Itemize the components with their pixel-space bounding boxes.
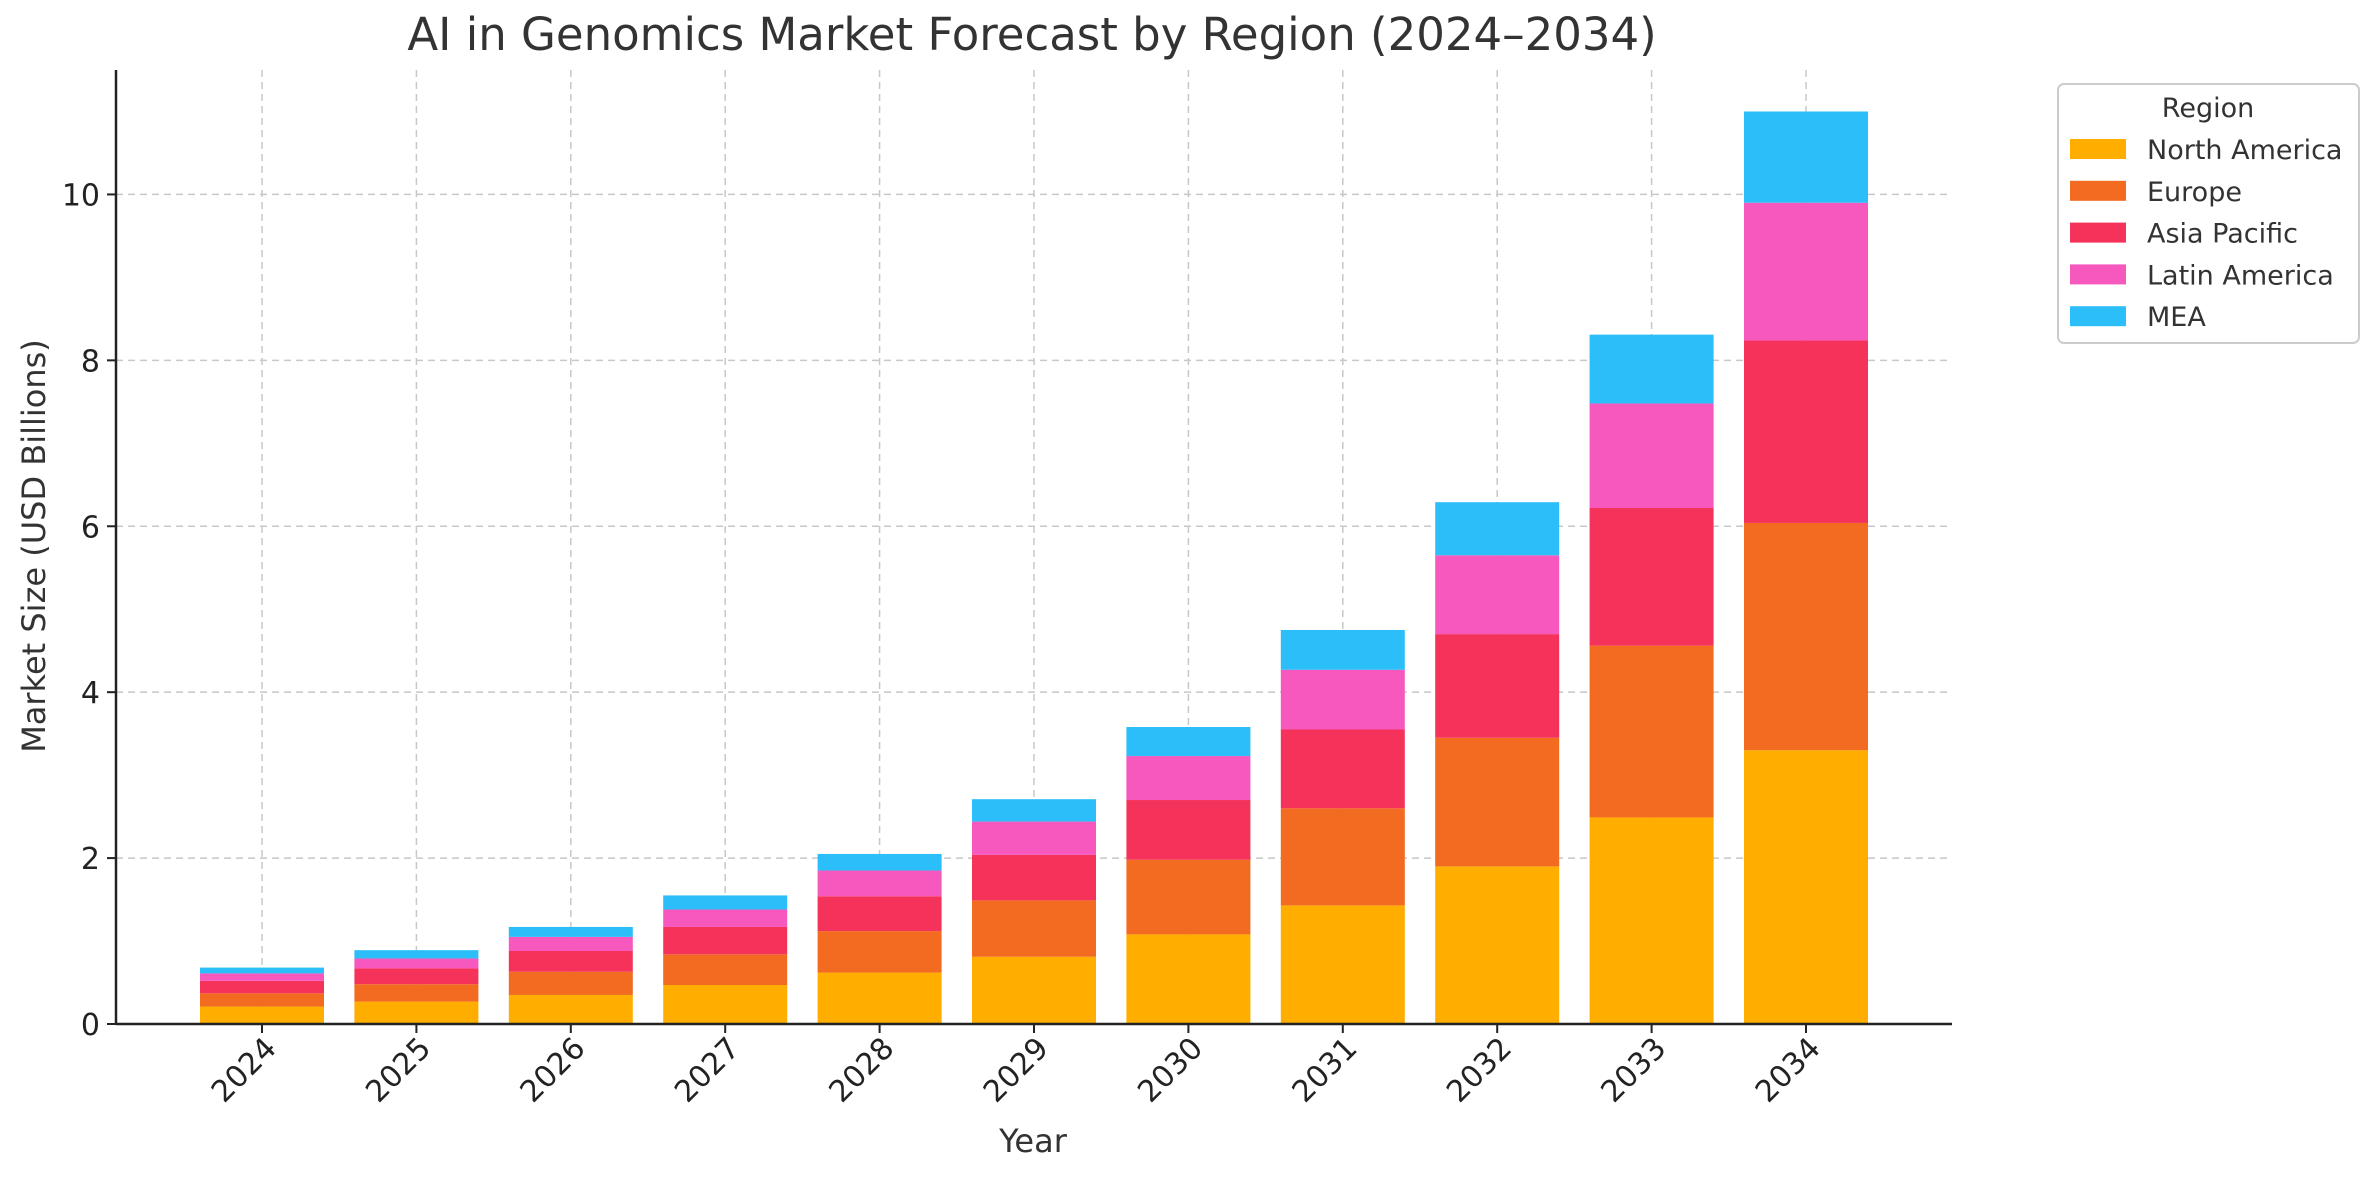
bar-asia-pacific-2034	[1744, 340, 1868, 523]
legend-items: North America Europe Asia Pacific Latin Ame…	[2070, 135, 2342, 333]
bar-asia-pacific-2027	[663, 926, 788, 955]
bar-latin-america-2033	[1589, 403, 1714, 509]
bar-mea-2032	[1435, 502, 1560, 556]
bar-europe-2030	[1126, 859, 1251, 935]
bar-north-america-2026	[508, 994, 633, 1024]
bar-north-america-2033	[1589, 817, 1714, 1024]
bar-europe-2025	[354, 984, 479, 1002]
bar-mea-2028	[817, 853, 942, 871]
x-tick-label: 2034	[1749, 1031, 1828, 1110]
bar-asia-pacific-2025	[354, 968, 479, 985]
legend-label-asia-pacific: Asia Pacific	[2147, 219, 2298, 250]
bar-asia-pacific-2028	[817, 896, 942, 932]
bar-north-america-2030	[1126, 934, 1251, 1024]
bar-latin-america-2034	[1744, 202, 1868, 341]
x-tick-label: 2031	[1286, 1031, 1365, 1110]
x-axis-label: Year	[998, 1122, 1068, 1160]
bar-latin-america-2029	[972, 821, 1096, 855]
bar-mea-2029	[972, 799, 1096, 822]
legend-swatch-north-america	[2070, 139, 2126, 159]
bar-mea-2025	[354, 950, 479, 959]
legend-label-mea: MEA	[2147, 302, 2206, 333]
legend-swatch-asia-pacific	[2070, 222, 2126, 243]
x-tick-label: 2027	[668, 1031, 747, 1110]
legend-swatch-europe	[2070, 180, 2126, 201]
chart-title: AI in Genomics Market Forecast by Region…	[407, 8, 1656, 61]
bar-europe-2029	[972, 900, 1096, 957]
bar-mea-2030	[1126, 727, 1251, 757]
y-tick-label: 0	[81, 1008, 100, 1043]
x-tick-label: 2032	[1440, 1031, 1519, 1110]
bar-europe-2032	[1435, 737, 1560, 867]
bar-mea-2031	[1280, 629, 1405, 670]
bars	[200, 111, 1868, 1024]
ticks: 0 2 4 6 8 10 2024 2025 2026 2027 2028 2029 2030 2031 2…	[62, 178, 1828, 1109]
bar-mea-2033	[1589, 334, 1714, 404]
bar-north-america-2029	[972, 956, 1096, 1024]
bar-europe-2026	[508, 971, 633, 995]
bar-mea-2027	[663, 895, 788, 910]
bar-europe-2033	[1589, 645, 1714, 818]
bar-asia-pacific-2030	[1126, 800, 1251, 860]
bar-north-america-2034	[1744, 750, 1868, 1024]
bar-asia-pacific-2032	[1435, 634, 1560, 738]
bar-asia-pacific-2024	[200, 980, 324, 994]
legend-box	[2057, 83, 2360, 344]
legend-swatch-mea	[2070, 306, 2126, 327]
legend-label-north-america: North America	[2147, 135, 2342, 166]
x-tick-label: 2025	[359, 1031, 438, 1110]
x-tick-label: 2030	[1131, 1031, 1210, 1110]
bar-latin-america-2024	[200, 973, 324, 981]
y-tick-label: 8	[81, 344, 100, 379]
bar-latin-america-2026	[508, 936, 633, 951]
x-tick-label: 2028	[823, 1031, 902, 1110]
bar-mea-2026	[508, 926, 633, 937]
bar-north-america-2031	[1280, 905, 1405, 1024]
bar-asia-pacific-2026	[508, 950, 633, 972]
bar-europe-2024	[200, 993, 324, 1007]
bar-north-america-2024	[200, 1006, 324, 1024]
bar-latin-america-2025	[354, 958, 479, 969]
x-tick-label: 2029	[977, 1031, 1056, 1110]
bar-mea-2034	[1744, 111, 1868, 203]
bar-latin-america-2027	[663, 909, 788, 927]
x-tick-label: 2026	[514, 1031, 593, 1110]
bar-latin-america-2032	[1435, 555, 1560, 635]
y-tick-label: 6	[81, 510, 100, 545]
bar-asia-pacific-2029	[972, 854, 1096, 901]
legend-swatch-latin-america	[2070, 264, 2126, 285]
legend-label-europe: Europe	[2147, 177, 2242, 208]
y-tick-label: 2	[81, 842, 100, 877]
bar-mea-2024	[200, 967, 324, 974]
y-tick-label: 4	[81, 676, 100, 711]
y-axis-label: Market Size (USD Billions)	[15, 339, 53, 753]
bar-europe-2031	[1280, 808, 1405, 906]
bar-latin-america-2030	[1126, 756, 1251, 801]
bar-europe-2034	[1744, 522, 1868, 751]
bar-north-america-2028	[817, 972, 942, 1024]
legend-label-latin-america: Latin America	[2147, 260, 2334, 291]
bar-latin-america-2031	[1280, 669, 1405, 730]
legend: Region North America Europe Asia Pacific La…	[2057, 83, 2360, 344]
bar-europe-2027	[663, 954, 788, 986]
x-tick-label: 2024	[205, 1031, 284, 1110]
legend-title: Region	[2162, 93, 2254, 124]
x-tick-label: 2033	[1595, 1031, 1674, 1110]
bar-north-america-2025	[354, 1001, 479, 1024]
y-tick-label: 10	[62, 178, 100, 213]
bar-europe-2028	[817, 931, 942, 973]
bar-north-america-2027	[663, 985, 788, 1024]
bar-latin-america-2028	[817, 870, 942, 897]
bar-asia-pacific-2031	[1280, 729, 1405, 809]
bar-north-america-2032	[1435, 866, 1560, 1024]
bar-asia-pacific-2033	[1589, 508, 1714, 646]
